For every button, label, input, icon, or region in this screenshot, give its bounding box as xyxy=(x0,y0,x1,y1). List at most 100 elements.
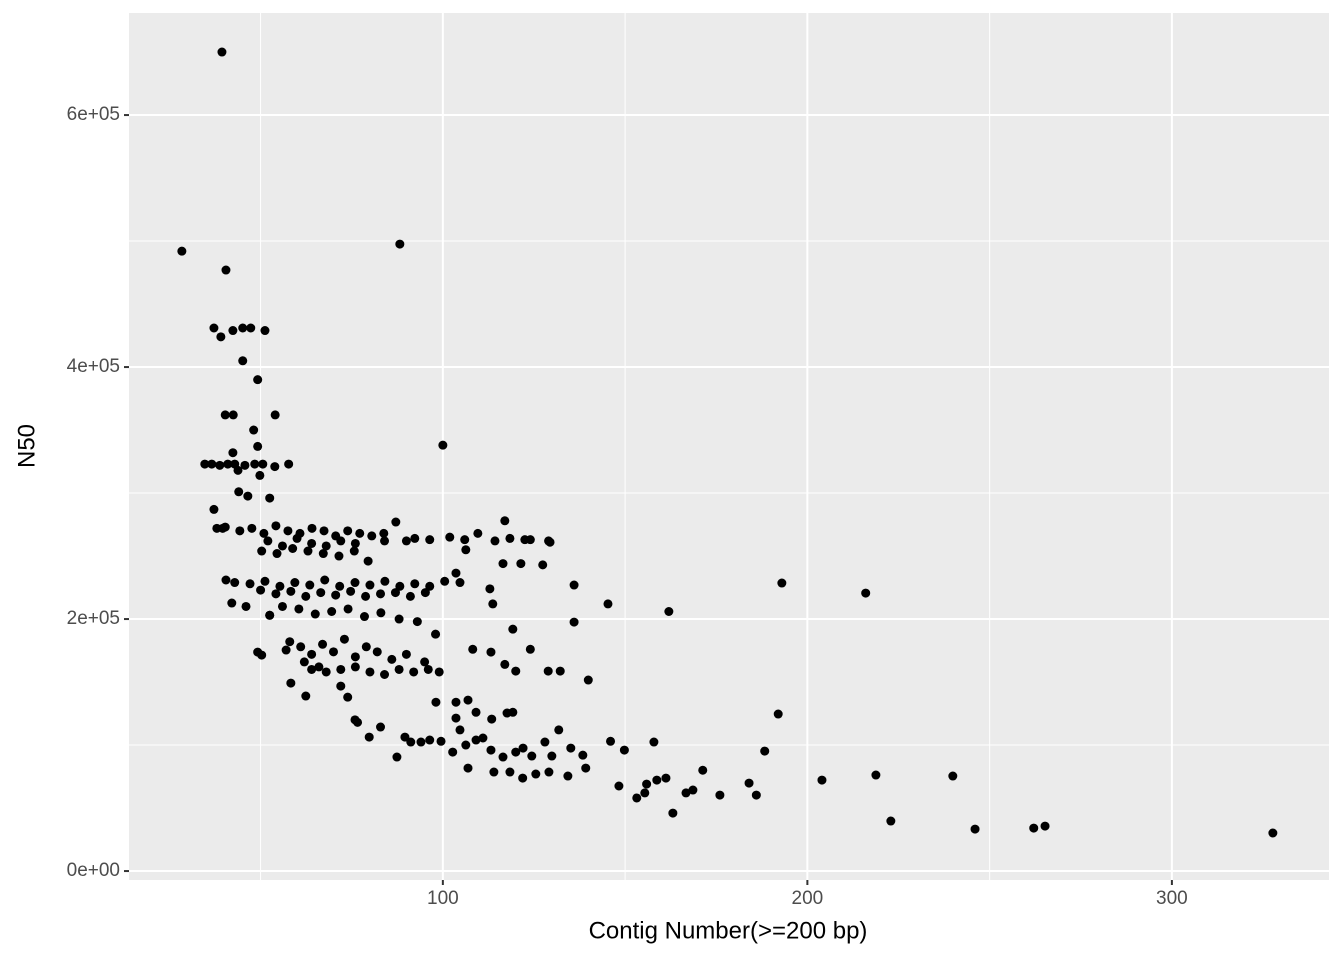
point xyxy=(420,657,430,667)
point xyxy=(335,581,345,591)
point xyxy=(451,568,461,578)
point xyxy=(547,751,557,761)
point xyxy=(698,765,708,775)
point xyxy=(271,521,281,531)
point xyxy=(410,579,420,589)
point xyxy=(1029,823,1039,833)
point xyxy=(489,767,499,777)
point xyxy=(217,47,227,57)
point xyxy=(227,598,237,608)
point xyxy=(380,576,390,586)
y-tick-label: 2e+05 xyxy=(67,608,120,629)
point xyxy=(614,781,624,791)
point xyxy=(339,634,349,644)
point xyxy=(207,459,217,469)
point xyxy=(425,735,435,745)
point xyxy=(478,733,488,743)
point xyxy=(321,667,331,677)
point xyxy=(234,487,244,497)
x-tick-label: 100 xyxy=(427,888,459,909)
point xyxy=(538,560,548,570)
point xyxy=(405,591,415,601)
point xyxy=(434,667,444,677)
point xyxy=(310,609,320,619)
point xyxy=(394,614,404,624)
point xyxy=(395,239,405,249)
point xyxy=(642,779,652,789)
point xyxy=(500,659,510,669)
point xyxy=(328,647,338,657)
point xyxy=(271,589,281,599)
point xyxy=(240,460,250,470)
x-tick-label: 300 xyxy=(1156,888,1188,909)
point xyxy=(233,465,243,475)
point xyxy=(265,610,275,620)
point xyxy=(250,459,260,469)
point xyxy=(390,588,400,598)
point xyxy=(228,448,238,458)
point xyxy=(485,584,495,594)
point xyxy=(451,713,461,723)
point xyxy=(319,526,329,536)
point xyxy=(245,579,255,589)
point xyxy=(350,652,360,662)
point xyxy=(777,578,787,588)
point xyxy=(886,816,896,826)
point xyxy=(284,459,294,469)
point xyxy=(307,649,317,659)
point xyxy=(603,599,613,609)
point xyxy=(365,667,375,677)
point xyxy=(292,533,302,543)
point xyxy=(235,526,245,536)
point xyxy=(391,517,401,527)
point xyxy=(256,585,266,595)
point xyxy=(281,645,291,655)
point xyxy=(270,462,280,472)
point xyxy=(498,559,508,569)
point xyxy=(640,788,650,798)
point xyxy=(461,740,471,750)
y-axis-title: N50 xyxy=(13,424,40,468)
point xyxy=(581,763,591,773)
point xyxy=(471,735,481,745)
point xyxy=(363,556,373,566)
point xyxy=(258,459,268,469)
point xyxy=(263,536,273,546)
point xyxy=(221,575,231,585)
point xyxy=(569,580,579,590)
point xyxy=(463,763,473,773)
point xyxy=(376,608,386,618)
point xyxy=(406,737,416,747)
point xyxy=(343,604,353,614)
point xyxy=(436,736,446,746)
point xyxy=(299,657,309,667)
point xyxy=(487,714,497,724)
point xyxy=(773,709,783,719)
point xyxy=(463,695,473,705)
point xyxy=(359,612,369,622)
point xyxy=(438,440,448,450)
point xyxy=(200,459,210,469)
point xyxy=(372,647,382,657)
point xyxy=(270,410,280,420)
point xyxy=(455,725,465,735)
point xyxy=(715,790,725,800)
point xyxy=(220,522,230,532)
point xyxy=(401,536,411,546)
point xyxy=(277,601,287,611)
point xyxy=(249,425,259,435)
point xyxy=(554,725,564,735)
point xyxy=(246,323,256,333)
x-axis-title: Contig Number(>=200 bp) xyxy=(589,917,868,944)
point xyxy=(498,752,508,762)
point xyxy=(303,546,313,556)
point xyxy=(314,662,324,672)
point xyxy=(376,589,386,599)
point xyxy=(531,769,541,779)
point xyxy=(209,323,219,333)
point xyxy=(395,581,405,591)
point xyxy=(544,767,554,777)
point xyxy=(318,549,328,559)
point xyxy=(336,681,346,691)
point xyxy=(238,356,248,366)
